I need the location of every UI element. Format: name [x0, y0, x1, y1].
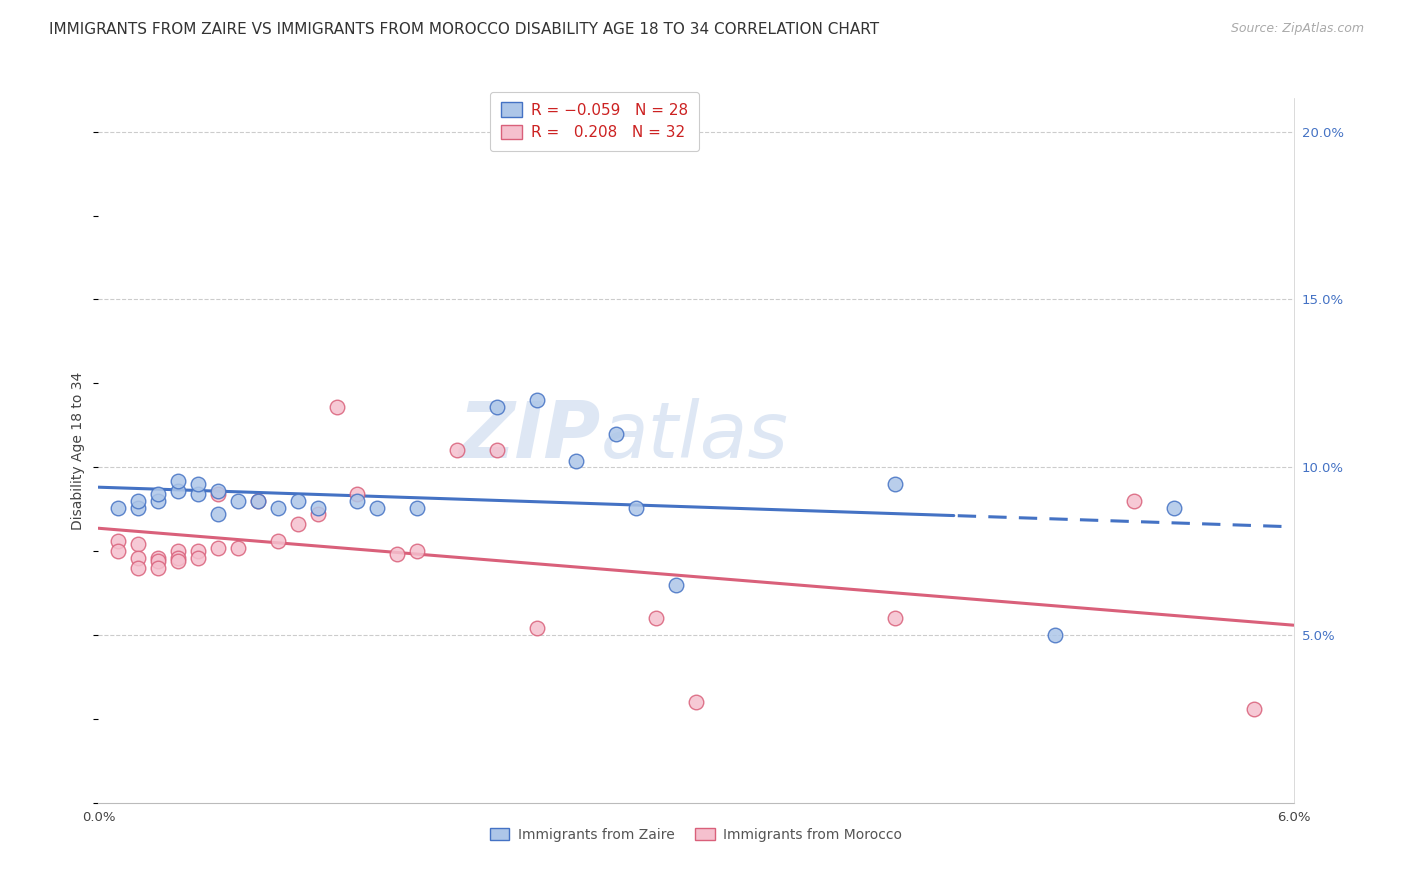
Point — [127, 561, 149, 575]
Point — [226, 493, 249, 508]
Point — [485, 443, 508, 458]
Point — [446, 443, 468, 458]
Point — [207, 483, 229, 498]
Point — [226, 541, 249, 555]
Point — [187, 477, 209, 491]
Point — [326, 400, 349, 414]
Point — [526, 621, 548, 635]
Point — [167, 554, 190, 568]
Point — [267, 500, 290, 515]
Point — [287, 517, 309, 532]
Point — [148, 493, 170, 508]
Legend: Immigrants from Zaire, Immigrants from Morocco: Immigrants from Zaire, Immigrants from M… — [482, 821, 910, 848]
Point — [246, 493, 269, 508]
Point — [307, 507, 329, 521]
Point — [187, 550, 209, 565]
Point — [127, 537, 149, 551]
Point — [167, 483, 190, 498]
Point — [1163, 500, 1185, 515]
Point — [107, 544, 129, 558]
Point — [207, 507, 229, 521]
Point — [346, 487, 368, 501]
Point — [605, 426, 627, 441]
Point — [246, 493, 269, 508]
Point — [385, 548, 409, 562]
Point — [127, 493, 149, 508]
Point — [485, 400, 508, 414]
Point — [107, 500, 129, 515]
Point — [287, 493, 309, 508]
Point — [207, 541, 229, 555]
Point — [1043, 628, 1066, 642]
Point — [107, 534, 129, 549]
Point — [187, 544, 209, 558]
Point — [207, 487, 229, 501]
Point — [884, 611, 907, 625]
Point — [565, 453, 588, 467]
Point — [267, 534, 290, 549]
Point — [148, 550, 170, 565]
Point — [167, 474, 190, 488]
Point — [127, 500, 149, 515]
Point — [346, 493, 368, 508]
Point — [366, 500, 388, 515]
Point — [148, 487, 170, 501]
Point — [665, 577, 688, 591]
Y-axis label: Disability Age 18 to 34: Disability Age 18 to 34 — [72, 371, 86, 530]
Point — [148, 554, 170, 568]
Text: atlas: atlas — [600, 399, 789, 475]
Point — [127, 550, 149, 565]
Point — [1243, 702, 1265, 716]
Text: IMMIGRANTS FROM ZAIRE VS IMMIGRANTS FROM MOROCCO DISABILITY AGE 18 TO 34 CORRELA: IMMIGRANTS FROM ZAIRE VS IMMIGRANTS FROM… — [49, 22, 879, 37]
Point — [167, 550, 190, 565]
Point — [626, 500, 648, 515]
Point — [645, 611, 668, 625]
Point — [187, 487, 209, 501]
Point — [148, 561, 170, 575]
Text: Source: ZipAtlas.com: Source: ZipAtlas.com — [1230, 22, 1364, 36]
Point — [307, 500, 329, 515]
Point — [167, 544, 190, 558]
Text: ZIP: ZIP — [458, 399, 600, 475]
Point — [406, 500, 429, 515]
Point — [1123, 493, 1146, 508]
Point — [884, 477, 907, 491]
Point — [526, 393, 548, 408]
Point — [685, 695, 707, 709]
Point — [406, 544, 429, 558]
